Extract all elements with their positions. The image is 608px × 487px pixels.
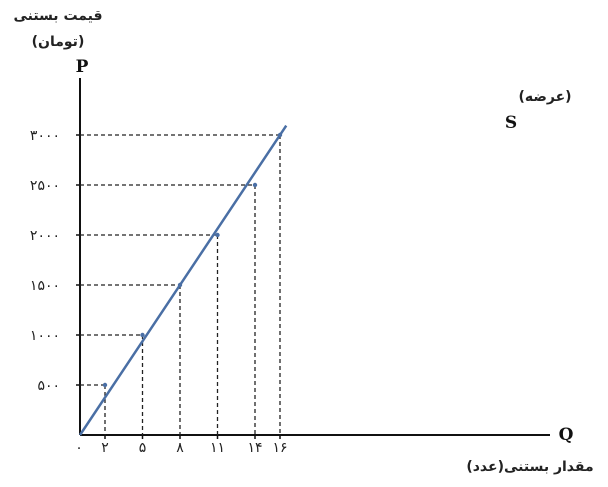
- x-tick-label: ۵: [139, 440, 147, 456]
- x-axis-letter: Q: [559, 425, 574, 445]
- x-axis-title: مقدار بستنی(عدد): [466, 459, 593, 475]
- x-tick-label: ۱۱: [210, 440, 225, 456]
- y-axis-title-line2: (تومان): [32, 34, 85, 50]
- y-tick-label: ۱۰۰۰: [30, 328, 60, 344]
- data-point: [277, 132, 283, 138]
- data-point: [252, 182, 258, 188]
- x-tick-label: ۸: [176, 440, 184, 456]
- data-point: [102, 382, 108, 388]
- y-tick-label: ۵۰۰: [37, 378, 60, 394]
- y-tick-label: ۳۰۰۰: [30, 128, 60, 144]
- y-tick-label: ۲۵۰۰: [30, 178, 60, 194]
- data-point: [140, 332, 145, 338]
- series-label-s: S: [505, 113, 517, 133]
- x-tick-label: ۱۶: [272, 440, 287, 456]
- y-axis-title-line1: قیمت بستنی: [13, 8, 102, 24]
- y-tick-label: ۱۵۰۰: [30, 278, 60, 294]
- origin-label: ۰: [75, 440, 83, 456]
- series-line-supply: [78, 124, 288, 436]
- y-tick-label: ۲۰۰۰: [30, 228, 60, 244]
- data-point: [177, 282, 183, 288]
- series-annotation: (عرضه): [518, 89, 571, 105]
- x-tick-label: ۲: [101, 440, 109, 456]
- data-point: [215, 232, 220, 238]
- x-tick-label: ۱۴: [247, 440, 262, 456]
- y-axis-letter: P: [76, 57, 89, 77]
